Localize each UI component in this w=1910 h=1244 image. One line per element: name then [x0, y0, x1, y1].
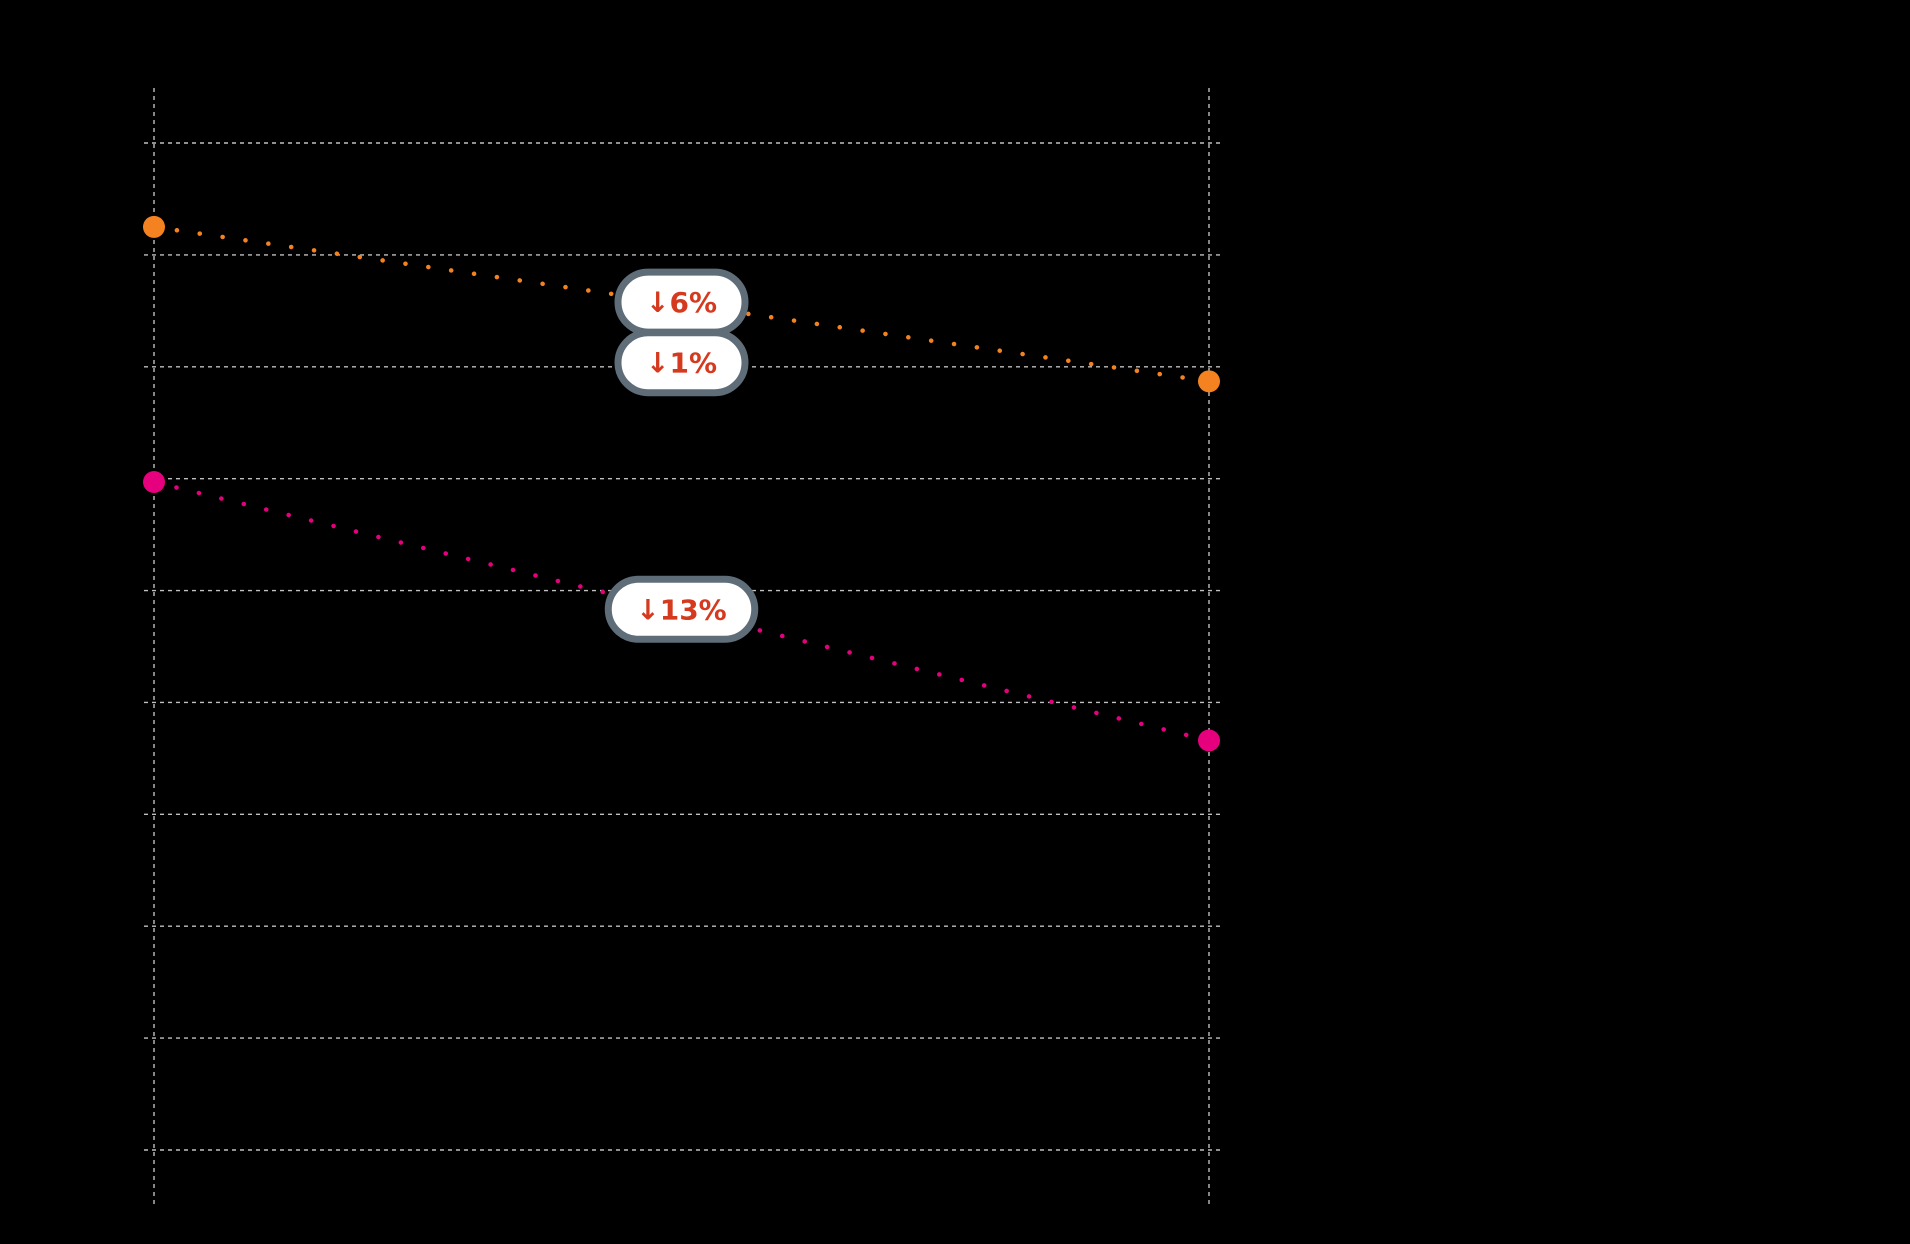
- change-badge-pill: [604, 575, 759, 643]
- data-point: [1198, 370, 1220, 393]
- data-point: [143, 471, 165, 494]
- change-badge-label: ↓13%: [636, 593, 726, 626]
- change-badge: ↓13%: [604, 575, 759, 643]
- change-badge: ↓6%: [614, 268, 749, 336]
- data-point: [143, 215, 165, 238]
- change-badge: ↓1%: [614, 329, 749, 397]
- badge-layer: ↓6% ↓1% ↓13%: [604, 268, 759, 643]
- change-badge-label: ↓1%: [646, 347, 717, 380]
- change-badge-pill: [614, 329, 749, 397]
- grid-layer: [144, 88, 1223, 1208]
- data-point: [1198, 729, 1220, 752]
- change-badge-label: ↓6%: [646, 286, 717, 319]
